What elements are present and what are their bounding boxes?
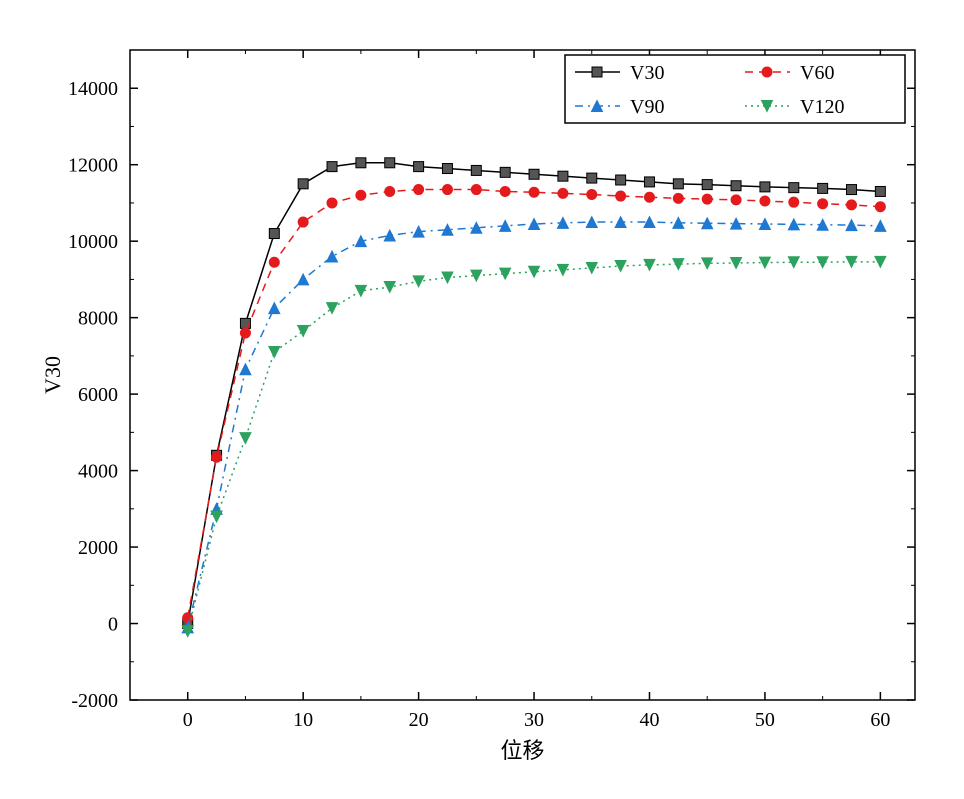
x-tick-label: 60 (870, 709, 890, 731)
y-tick-label: 4000 (78, 461, 118, 483)
y-tick-label: 0 (108, 614, 118, 636)
legend-label: V120 (800, 96, 844, 118)
legend-label: V90 (630, 96, 664, 118)
chart-container: 0 10 20 30 40 50 60 -2000 0 2000 4000 6000 8000 10000… (0, 0, 964, 799)
x-tick-label: 10 (293, 709, 313, 731)
x-tick-label: 40 (639, 709, 659, 731)
legend: V30 V60 V90 V120 (565, 55, 905, 123)
y-tick-label: 12000 (68, 155, 118, 177)
y-tick-label: 8000 (78, 308, 118, 330)
x-tick-label: 0 (183, 709, 193, 731)
y-tick-label: 2000 (78, 537, 118, 559)
chart-svg: 0 10 20 30 40 50 60 -2000 0 2000 4000 6000 8000 10000… (0, 0, 964, 799)
legend-label: V60 (800, 62, 834, 84)
y-tick-label: 10000 (68, 231, 118, 253)
y-tick-label: -2000 (71, 690, 118, 712)
y-tick-label: 14000 (68, 78, 118, 100)
y-axis-label: V30 (40, 356, 65, 394)
x-tick-label: 30 (524, 709, 544, 731)
y-tick-label: 6000 (78, 384, 118, 406)
x-axis-label: 位移 (500, 738, 544, 763)
x-tick-label: 50 (755, 709, 775, 731)
legend-label: V30 (630, 62, 664, 84)
x-tick-label: 20 (409, 709, 429, 731)
